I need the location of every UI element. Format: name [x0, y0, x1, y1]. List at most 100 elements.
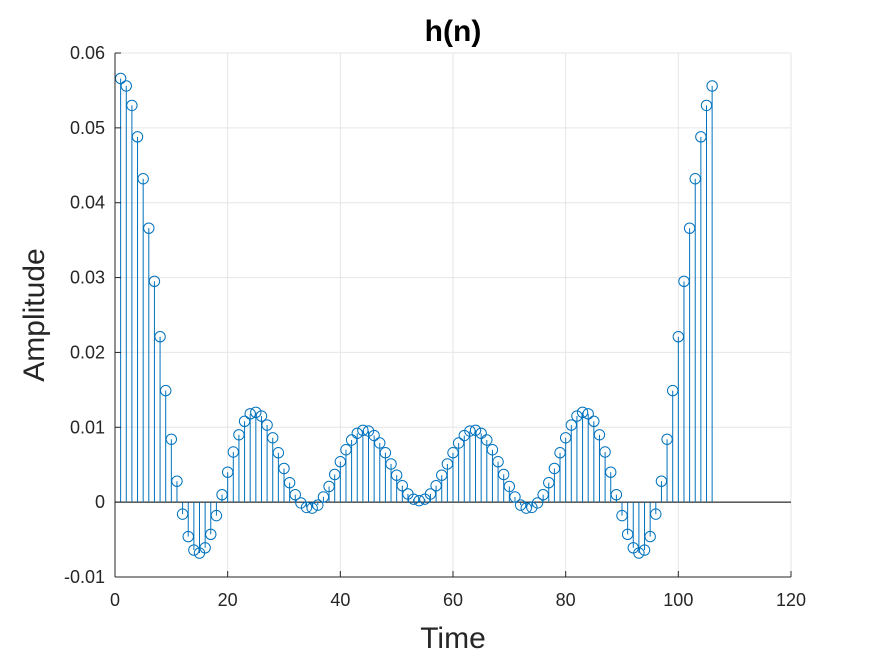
y-tick-label: 0.03: [70, 268, 105, 288]
markers: [114, 72, 718, 559]
stem-marker: [554, 447, 566, 459]
x-tick-labels: 0 20 40 60 80 100 120: [110, 590, 806, 610]
stem-marker: [582, 408, 594, 420]
stem-marker: [131, 131, 144, 143]
stem-marker: [210, 509, 223, 522]
stem-marker: [633, 547, 645, 559]
y-tick-label: 0.01: [70, 417, 105, 437]
stem-marker: [317, 491, 330, 503]
stem-marker: [351, 427, 363, 439]
stem-marker: [689, 173, 701, 185]
x-tick-label: 40: [330, 590, 350, 610]
stem-marker: [272, 447, 285, 459]
x-tick-label: 20: [218, 590, 238, 610]
stem-marker: [312, 499, 324, 511]
y-axis-label: Amplitude: [18, 248, 51, 381]
stem-marker: [368, 429, 380, 442]
stem-marker: [503, 480, 516, 493]
stem-marker: [413, 494, 425, 507]
stem-marker: [188, 544, 200, 556]
stem-marker: [481, 434, 493, 446]
stem-marker: [616, 509, 628, 522]
stem-marker: [548, 462, 561, 475]
stem-marker: [120, 80, 132, 92]
stems: [120, 78, 713, 554]
stem-marker: [255, 410, 268, 422]
stem-marker: [588, 415, 600, 427]
x-axis-label: Time: [420, 622, 486, 655]
stem-marker: [683, 222, 696, 234]
stem-marker: [464, 425, 476, 437]
stem-marker: [486, 444, 499, 456]
stem-marker: [154, 331, 166, 343]
stem-marker: [571, 410, 583, 422]
stem-marker: [605, 466, 617, 478]
stem-marker: [492, 456, 504, 468]
stem-marker: [278, 462, 290, 475]
stem-marker: [250, 406, 262, 419]
axes: [114, 52, 792, 578]
stem-marker: [182, 530, 194, 543]
stem-marker: [261, 419, 273, 431]
stem-marker: [599, 446, 611, 458]
stem-marker: [357, 424, 369, 436]
stem-marker: [700, 99, 713, 112]
stem-marker: [233, 429, 245, 441]
stem-marker: [126, 99, 138, 112]
stem-marker: [165, 433, 178, 445]
y-tick-label: 0.04: [70, 193, 105, 213]
y-tick-label: -0.01: [64, 567, 105, 587]
stem-marker: [148, 275, 161, 288]
stem-marker: [678, 275, 690, 288]
stem-marker: [221, 466, 234, 478]
stem-marker: [441, 458, 454, 470]
stem-marker: [447, 447, 459, 459]
y-tick-label: 0.06: [70, 43, 105, 63]
x-tick-label: 120: [776, 590, 806, 610]
stem-marker: [469, 424, 482, 436]
stem-marker: [300, 501, 313, 514]
stem-marker: [407, 493, 420, 505]
stem-marker: [334, 456, 347, 468]
stem-marker: [531, 497, 544, 509]
stem-marker: [227, 446, 240, 458]
chart-title: h(n): [425, 15, 482, 48]
stem-marker: [537, 488, 549, 501]
y-tick-labels: -0.01 0 0.01 0.02 0.03 0.04 0.05 0.06: [64, 43, 105, 587]
y-tick-label: 0.02: [70, 342, 105, 362]
x-tick-label: 0: [110, 590, 120, 610]
stem-marker: [514, 499, 527, 511]
stem-marker: [199, 542, 211, 554]
stem-marker: [638, 544, 651, 556]
stem-marker: [672, 331, 685, 343]
stem-marker: [436, 469, 448, 481]
stem-marker: [655, 475, 668, 487]
stem-marker: [695, 131, 707, 143]
stem-marker: [374, 437, 386, 449]
stem-marker: [610, 488, 623, 501]
stem-marker: [520, 502, 532, 514]
stem-marker: [390, 469, 403, 481]
stem-marker: [306, 502, 318, 514]
stem-marker: [644, 530, 656, 543]
stem-marker: [379, 447, 392, 459]
stem-marker: [160, 384, 172, 397]
stem-marker: [430, 479, 442, 492]
x-tick-label: 100: [663, 590, 693, 610]
stem-marker: [267, 432, 279, 444]
stem-marker: [576, 406, 589, 419]
stem-marker: [661, 433, 673, 445]
stem-marker: [475, 427, 487, 439]
stem-marker: [452, 437, 465, 449]
stem-marker: [323, 480, 335, 493]
stem-marker: [143, 222, 155, 234]
stem-marker: [424, 488, 437, 500]
stem-marker: [706, 80, 718, 92]
stem-marker: [171, 475, 183, 487]
stem-marker: [559, 432, 572, 444]
stem-marker: [329, 468, 341, 481]
stem-marker: [244, 408, 256, 420]
y-tick-label: 0.05: [70, 118, 105, 138]
stem-marker: [205, 528, 217, 541]
